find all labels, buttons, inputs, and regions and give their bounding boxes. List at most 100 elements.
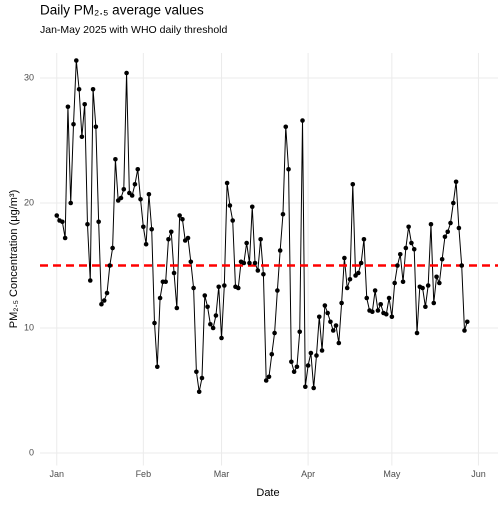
data-point bbox=[342, 255, 347, 261]
data-point bbox=[289, 359, 294, 365]
data-point bbox=[82, 101, 87, 107]
data-point bbox=[356, 270, 361, 276]
data-point bbox=[222, 283, 227, 288]
data-point bbox=[383, 311, 389, 317]
data-point bbox=[316, 314, 322, 320]
data-point bbox=[339, 300, 344, 306]
x-tick-label: Mar bbox=[214, 469, 230, 479]
data-point bbox=[361, 236, 367, 242]
data-point bbox=[275, 288, 280, 293]
y-tick-label: 20 bbox=[24, 197, 34, 207]
data-point bbox=[210, 325, 216, 331]
data-point bbox=[177, 213, 182, 218]
data-point bbox=[409, 240, 414, 246]
data-point bbox=[319, 348, 325, 353]
data-point bbox=[456, 225, 462, 231]
data-point bbox=[431, 300, 437, 306]
data-point bbox=[71, 121, 76, 127]
data-point bbox=[451, 200, 456, 206]
data-point bbox=[149, 226, 155, 232]
data-point bbox=[423, 304, 428, 310]
data-point bbox=[205, 304, 210, 310]
data-point bbox=[141, 224, 146, 230]
data-point bbox=[258, 236, 263, 242]
data-point bbox=[261, 271, 266, 277]
x-tick-label: Jun bbox=[471, 469, 486, 479]
data-point bbox=[283, 124, 289, 130]
data-point bbox=[118, 195, 124, 201]
data-point bbox=[375, 308, 381, 313]
data-point bbox=[224, 180, 230, 186]
data-point bbox=[266, 374, 272, 380]
data-point bbox=[437, 280, 442, 286]
data-point bbox=[255, 268, 261, 273]
data-point bbox=[79, 134, 85, 140]
data-point bbox=[344, 285, 350, 291]
data-point bbox=[166, 236, 171, 242]
data-point bbox=[247, 260, 252, 266]
data-point bbox=[202, 293, 208, 298]
data-point bbox=[448, 220, 453, 226]
data-point bbox=[453, 179, 459, 185]
data-point bbox=[154, 364, 160, 370]
data-point bbox=[333, 323, 339, 328]
data-point bbox=[434, 274, 439, 280]
data-point bbox=[297, 329, 303, 335]
data-point bbox=[389, 314, 395, 320]
data-point bbox=[439, 256, 445, 262]
data-point bbox=[146, 191, 152, 197]
data-point bbox=[135, 166, 141, 172]
data-point bbox=[60, 219, 65, 225]
y-tick-label: 0 bbox=[29, 447, 34, 457]
x-axis-label: Date bbox=[256, 487, 279, 499]
data-point bbox=[124, 70, 129, 76]
data-point bbox=[462, 328, 467, 333]
chart-subtitle: Jan-May 2025 with WHO daily threshold bbox=[40, 24, 227, 36]
data-point bbox=[85, 221, 90, 227]
data-point bbox=[314, 353, 319, 358]
data-point bbox=[428, 221, 434, 227]
data-point bbox=[68, 200, 74, 206]
data-point bbox=[294, 364, 300, 370]
data-point bbox=[101, 298, 107, 303]
data-point bbox=[400, 279, 406, 285]
data-point bbox=[322, 303, 328, 308]
data-point bbox=[132, 181, 138, 187]
data-point bbox=[445, 229, 451, 235]
data-point bbox=[188, 259, 194, 265]
data-point bbox=[272, 330, 277, 336]
data-point bbox=[180, 216, 185, 222]
data-point bbox=[90, 86, 96, 92]
data-point bbox=[65, 104, 71, 110]
data-point bbox=[406, 224, 411, 230]
x-tick-label: Jan bbox=[49, 469, 64, 479]
data-point bbox=[230, 218, 235, 223]
data-point bbox=[347, 276, 353, 282]
data-point bbox=[104, 290, 110, 296]
data-point bbox=[227, 203, 233, 208]
data-point bbox=[199, 375, 205, 381]
data-point bbox=[121, 186, 127, 192]
data-point bbox=[392, 280, 397, 286]
data-point bbox=[87, 278, 93, 283]
data-point bbox=[138, 196, 143, 202]
data-point bbox=[403, 245, 409, 251]
data-point bbox=[252, 260, 258, 266]
data-point bbox=[277, 248, 283, 253]
data-point bbox=[171, 270, 177, 276]
data-point bbox=[358, 260, 364, 266]
data-point bbox=[152, 320, 157, 326]
data-point bbox=[286, 166, 291, 172]
data-point bbox=[350, 181, 356, 187]
data-point bbox=[241, 260, 247, 266]
data-point bbox=[216, 284, 222, 290]
data-point bbox=[269, 351, 275, 357]
data-point bbox=[328, 319, 333, 325]
data-point bbox=[174, 305, 180, 311]
y-axis-label: PM₂.₅ Concentration (μg/m³) bbox=[8, 190, 20, 329]
chart-title: Daily PM₂.₅ average values bbox=[40, 3, 204, 18]
data-point bbox=[157, 295, 163, 301]
data-point bbox=[96, 219, 101, 225]
y-tick-label: 30 bbox=[24, 72, 34, 82]
x-tick-label: Feb bbox=[136, 469, 152, 479]
